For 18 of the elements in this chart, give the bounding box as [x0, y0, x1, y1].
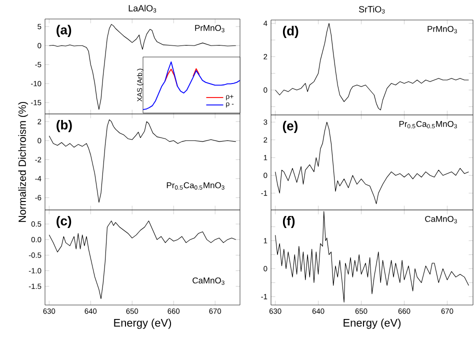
annotation: (d) [282, 26, 298, 38]
annotation: (f) [282, 216, 295, 228]
chart-title: SrTiO$_{3}$ [358, 6, 385, 14]
annotation: (e) [282, 120, 298, 134]
annotation: Pr$_{0.5}$Ca$_{0.5}$MnO$_{3}$ [166, 182, 224, 190]
annotation: (a) [56, 24, 72, 38]
annotation: PrMnO$_{3}$ [428, 26, 457, 34]
annotation: CaMnO$_{3}$ [425, 216, 457, 224]
line-series [275, 122, 469, 204]
y-axis-title: Normalized Dichroism (%) [18, 102, 28, 222]
annotation: Pr$_{0.5}$Ca$_{0.5}$MnO$_{3}$ [399, 120, 457, 128]
annotation: PrMnO$_{3}$ [195, 24, 224, 32]
x-axis-title: Energy (eV) [114, 318, 172, 329]
annotation: CaMnO$_{3}$ [192, 277, 224, 285]
annotation: (b) [56, 120, 72, 132]
chart-title: LaAlO$_{3}$ [128, 4, 156, 13]
annotation: (c) [56, 216, 72, 228]
x-axis-title: Energy (eV) [344, 318, 401, 329]
